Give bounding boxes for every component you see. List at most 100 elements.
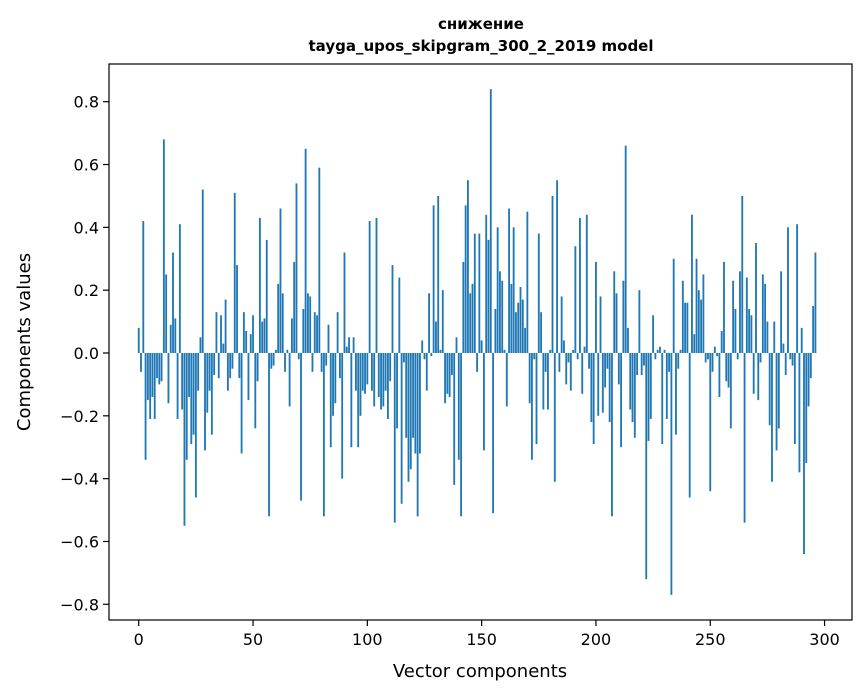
bar-296 (814, 252, 817, 353)
bar-97 (359, 352, 362, 416)
bar-290 (800, 327, 803, 353)
bar-237 (679, 349, 682, 353)
bar-31 (208, 352, 211, 391)
bar-112 (393, 352, 396, 523)
bar-114 (398, 277, 401, 353)
bar-132 (439, 349, 442, 353)
bar-162 (508, 208, 510, 353)
bar-246 (700, 299, 703, 353)
bar-163 (510, 283, 513, 353)
bar-195 (583, 346, 586, 353)
x-tick-label-0: 0 (134, 630, 144, 649)
bar-65 (286, 349, 289, 353)
bar-263 (739, 271, 741, 353)
bar-211 (620, 352, 623, 448)
bar-59 (272, 352, 275, 366)
bar-69 (295, 183, 298, 353)
bar-212 (622, 280, 625, 353)
x-axis-ticks: 0 50 100 150 200 250 300 (134, 620, 840, 649)
bar-17 (176, 352, 179, 419)
bar-137 (451, 352, 453, 375)
bar-121 (414, 352, 417, 454)
bar-142 (462, 261, 465, 353)
bar-36 (220, 315, 222, 353)
bar-286 (791, 352, 794, 366)
bar-10 (160, 352, 163, 382)
bar-217 (633, 352, 636, 438)
bar-51 (254, 352, 257, 429)
bar-88 (338, 352, 341, 379)
bar-83 (327, 324, 330, 353)
x-tick-label-3: 150 (466, 630, 497, 649)
bar-168 (521, 299, 524, 353)
bar-192 (576, 352, 579, 360)
bar-234 (672, 258, 675, 353)
y-tick-label-0: −0.8 (60, 595, 99, 614)
bar-34 (215, 312, 218, 353)
bar-67 (290, 318, 293, 353)
bar-231 (665, 352, 668, 419)
bar-261 (734, 309, 737, 353)
bar-174 (535, 352, 538, 445)
bar-175 (537, 233, 540, 353)
bar-50 (252, 315, 254, 353)
bar-19 (181, 352, 184, 410)
bar-216 (631, 352, 634, 423)
bar-33 (213, 352, 216, 375)
bar-48 (247, 352, 250, 401)
bar-90 (343, 252, 346, 353)
bar-16 (174, 318, 177, 353)
bar-9 (158, 352, 161, 385)
chart-subtitle: tayga_upos_skipgram_300_2_2019 model (309, 37, 654, 55)
bar-198 (590, 352, 593, 423)
bar-120 (412, 352, 414, 438)
bar-75 (309, 296, 312, 353)
bar-158 (499, 271, 501, 353)
bar-80 (320, 352, 323, 372)
bar-289 (798, 352, 801, 473)
bar-178 (544, 352, 547, 372)
bar-236 (677, 352, 680, 369)
bar-268 (750, 315, 753, 353)
bar-270 (755, 243, 757, 353)
chart-title: снижение (438, 15, 524, 33)
bar-8 (156, 352, 158, 379)
bar-107 (382, 352, 385, 407)
bar-155 (492, 352, 494, 514)
bar-103 (373, 352, 376, 407)
bar-247 (702, 274, 705, 353)
bar-191 (574, 246, 577, 353)
bar-272 (759, 352, 762, 363)
bar-118 (407, 352, 410, 482)
bar-167 (519, 287, 522, 353)
bar-169 (524, 327, 526, 353)
bar-23 (190, 352, 193, 445)
bar-181 (551, 195, 554, 353)
bar-61 (277, 283, 280, 353)
bar-139 (455, 337, 458, 353)
bar-81 (322, 352, 325, 517)
x-axis-label: Vector components (393, 661, 567, 682)
bar-159 (501, 280, 504, 353)
bar-202 (599, 296, 602, 353)
bar-25 (194, 352, 197, 498)
bar-190 (572, 349, 574, 353)
bar-96 (357, 352, 360, 448)
bar-70 (297, 352, 300, 360)
bar-203 (601, 352, 604, 413)
bar-293 (807, 352, 810, 407)
bar-221 (643, 352, 645, 366)
bar-91 (345, 346, 348, 353)
bar-193 (579, 217, 581, 353)
bar-285 (789, 352, 792, 360)
bar-146 (471, 283, 474, 353)
bar-82 (325, 352, 328, 366)
bar-115 (400, 352, 403, 504)
bar-135 (446, 352, 449, 394)
bar-240 (686, 302, 689, 353)
bar-284 (787, 227, 789, 353)
x-tick-label-4: 200 (581, 630, 612, 649)
bar-145 (469, 293, 472, 353)
bar-245 (697, 290, 700, 353)
